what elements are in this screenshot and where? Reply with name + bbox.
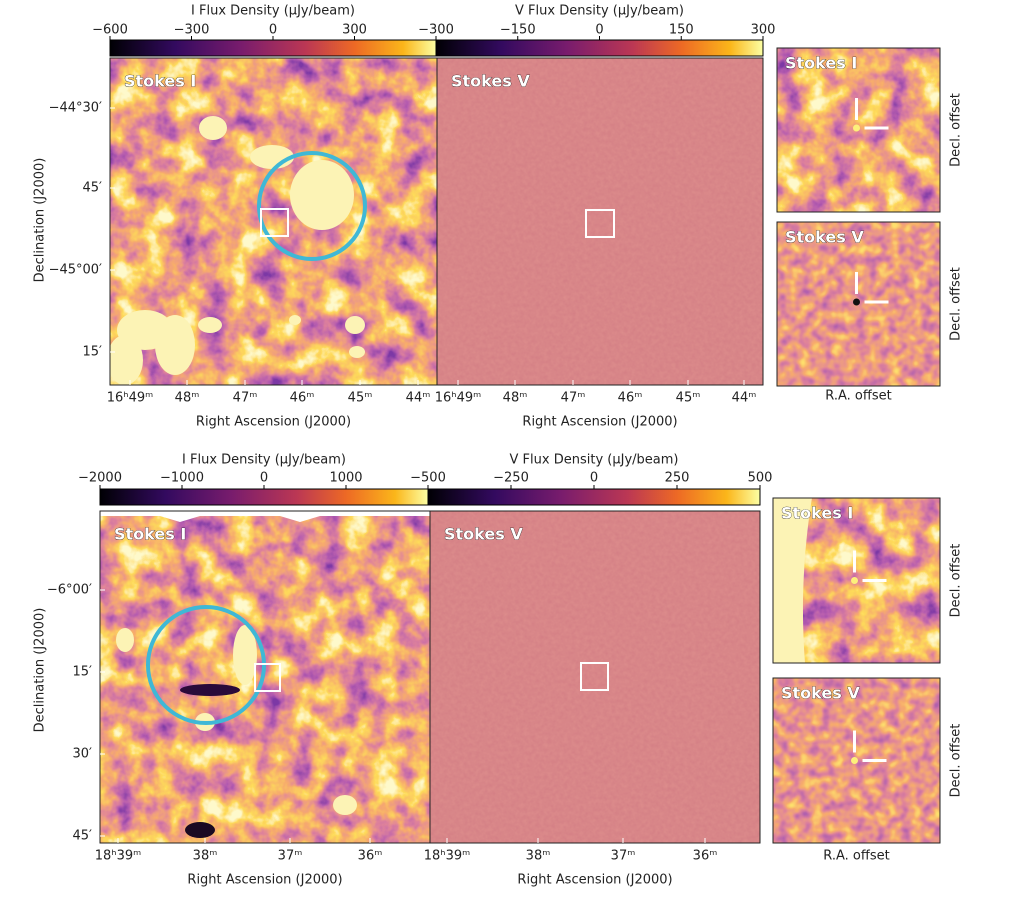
x-tick-label: 45ᵐ xyxy=(348,391,373,406)
inset-y-label: Decl. offset xyxy=(949,544,964,618)
colorbar-tick-label: −500 xyxy=(410,471,446,486)
x-tick-label: 36ᵐ xyxy=(358,849,383,864)
inset-frame xyxy=(772,677,941,844)
colorbar-label: V Flux Density (µJy/beam) xyxy=(515,4,684,19)
x-tick-label: 47ᵐ xyxy=(233,391,258,406)
inset-y-label: Decl. offset xyxy=(949,93,964,167)
x-tick-label: 44ᵐ xyxy=(732,391,757,406)
x-tick-label: 16ʰ49ᵐ xyxy=(435,391,481,406)
x-tick-label: 37ᵐ xyxy=(611,849,636,864)
colorbar-tick-label: 0 xyxy=(590,471,598,486)
colorbar-label: V Flux Density (µJy/beam) xyxy=(510,453,679,468)
colorbar xyxy=(435,39,764,57)
source-boxes xyxy=(254,208,615,692)
x-axis-label: Right Ascension (J2000) xyxy=(517,873,672,888)
bright-sources xyxy=(110,116,365,385)
image-content xyxy=(100,116,812,838)
colorbar-label: I Flux Density (µJy/beam) xyxy=(182,453,346,468)
panel-frame xyxy=(436,57,764,386)
colorbar-tick-label: −300 xyxy=(174,23,210,38)
x-axis-label: Right Ascension (J2000) xyxy=(522,415,677,430)
y-tick-label: 30′ xyxy=(73,747,93,762)
colorbar-tick-label: 500 xyxy=(748,471,773,486)
x-tick-label: 16ʰ49ᵐ xyxy=(107,391,153,406)
colorbar-tick-label: 0 xyxy=(269,23,277,38)
x-tick-label: 46ᵐ xyxy=(618,391,643,406)
source-dot xyxy=(853,298,860,306)
inset-x-label: R.A. offset xyxy=(823,849,889,864)
panel-label: Stokes V xyxy=(444,525,523,544)
inset-label: Stokes I xyxy=(781,504,853,523)
inset-y-label: Decl. offset xyxy=(949,267,964,341)
panel-label: Stokes I xyxy=(124,72,196,91)
x-axis-label: Right Ascension (J2000) xyxy=(187,873,342,888)
colorbar-tick-label: 250 xyxy=(665,471,690,486)
y-tick-label: −6°00′ xyxy=(47,583,92,598)
colorbar-tick-label: −300 xyxy=(418,23,454,38)
source-dot xyxy=(853,124,860,132)
x-tick-label: 44ᵐ xyxy=(406,391,431,406)
inset-frame xyxy=(772,497,941,664)
bright-region xyxy=(773,498,812,663)
x-tick-label: 48ᵐ xyxy=(503,391,528,406)
colorbar xyxy=(427,488,761,506)
stokes-i-image xyxy=(100,511,430,843)
y-axis-label: Declination (J2000) xyxy=(33,608,48,733)
x-tick-label: 38ᵐ xyxy=(193,849,218,864)
stokes-v-image xyxy=(430,511,760,843)
colorbar-tick-label: 0 xyxy=(260,471,268,486)
y-tick-label: 15′ xyxy=(73,665,93,680)
y-axis-label: Declination (J2000) xyxy=(33,158,48,283)
colorbar xyxy=(109,39,437,57)
colorbar-label: I Flux Density (µJy/beam) xyxy=(191,4,355,19)
panel-label: Stokes I xyxy=(114,525,186,544)
colorbar-tick-label: −600 xyxy=(92,23,128,38)
inset-label: Stokes V xyxy=(781,684,860,703)
inset-frame xyxy=(776,221,941,387)
colorbar-tick-label: 1000 xyxy=(329,471,362,486)
x-tick-label: 37ᵐ xyxy=(278,849,303,864)
remnant-circle xyxy=(257,151,367,261)
y-tick-label: −45°00′ xyxy=(49,263,102,278)
x-tick-label: 46ᵐ xyxy=(290,391,315,406)
colorbar-tick-label: −2000 xyxy=(78,471,122,486)
x-axis-label: Right Ascension (J2000) xyxy=(196,415,351,430)
inset-frame xyxy=(776,47,941,213)
source-dot xyxy=(851,577,858,584)
panel-frame xyxy=(429,510,761,844)
inset-x-label: R.A. offset xyxy=(825,389,891,404)
y-tick-label: 15′ xyxy=(83,345,103,360)
colorbar-tick-label: 0 xyxy=(595,23,603,38)
colorbar xyxy=(99,488,429,506)
panel-label: Stokes V xyxy=(451,72,530,91)
x-tick-label: 18ʰ39ᵐ xyxy=(95,849,141,864)
x-tick-label: 47ᵐ xyxy=(561,391,586,406)
y-tick-label: −44°30′ xyxy=(49,101,102,116)
x-tick-label: 36ᵐ xyxy=(693,849,718,864)
y-tick-label: 45′ xyxy=(73,829,93,844)
colorbar-tick-label: −150 xyxy=(500,23,536,38)
x-tick-label: 18ʰ39ᵐ xyxy=(424,849,470,864)
y-tick-label: 45′ xyxy=(83,181,103,196)
x-tick-label: 45ᵐ xyxy=(676,391,701,406)
inset-label: Stokes I xyxy=(785,54,857,73)
stokes-v-image xyxy=(437,58,763,385)
bright-sources xyxy=(100,511,430,838)
colorbar-tick-label: −250 xyxy=(493,471,529,486)
inset-y-label: Decl. offset xyxy=(949,724,964,798)
x-tick-label: 48ᵐ xyxy=(175,391,200,406)
colorbar-tick-label: 300 xyxy=(751,23,776,38)
colorbar-tick-label: 300 xyxy=(342,23,367,38)
colorbar-tick-label: 150 xyxy=(669,23,694,38)
source-dot xyxy=(851,757,858,764)
colorbar-tick-label: −1000 xyxy=(160,471,204,486)
x-tick-label: 38ᵐ xyxy=(526,849,551,864)
inset-label: Stokes V xyxy=(785,228,864,247)
